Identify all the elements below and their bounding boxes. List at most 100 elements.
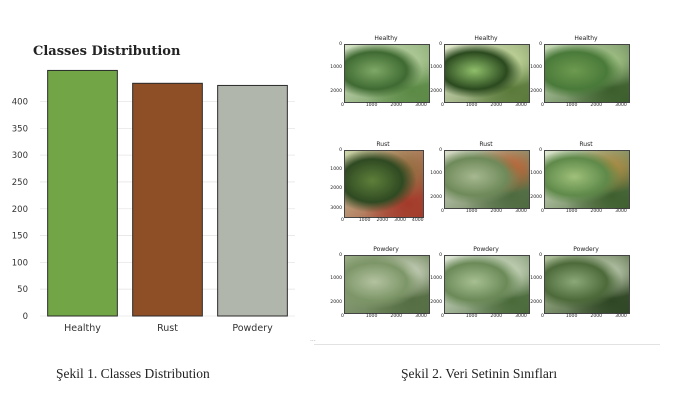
leaf-photo xyxy=(444,150,530,209)
panel-y-tick: 1000 xyxy=(330,65,342,71)
panel-x-tick: 0 xyxy=(441,314,444,319)
panel-x-tick: 0 xyxy=(541,103,544,108)
y-tick-label: 300 xyxy=(12,151,28,161)
panel-x-tick: 2000 xyxy=(376,218,389,223)
panel-y-tick: 0 xyxy=(339,252,342,258)
leaf-photo xyxy=(544,44,630,103)
panel-y-tick: 1000 xyxy=(330,276,342,282)
panel-x-tick: 0 xyxy=(341,103,344,108)
leaf-photo xyxy=(344,255,430,314)
panel-x-tick: 3000 xyxy=(515,103,527,108)
panel-y-tick: 1000 xyxy=(430,65,442,71)
panel-x-tick: 0 xyxy=(541,314,544,319)
image-panel-rust: Rust 0 1000 2000 0 1000 2000 3000 xyxy=(530,141,630,214)
leaf-photo xyxy=(344,150,424,218)
panel-x-tick: 3000 xyxy=(615,314,627,319)
panel-x-tick: 2000 xyxy=(490,314,503,319)
panel-x-tick: 2000 xyxy=(590,103,603,108)
y-tick-label: 350 xyxy=(12,124,28,134)
panel-x-tick: 0 xyxy=(441,103,444,108)
y-tick-label: 200 xyxy=(12,205,28,215)
panel-x-tick: 0 xyxy=(441,209,444,214)
panel-x-tick: 1000 xyxy=(365,314,378,319)
classes-distribution-chart: Classes Distribution 0 50 100 150 200 250 300 3… xyxy=(12,44,295,334)
ellipsis-mark: ... xyxy=(310,336,316,343)
image-panel-rust: Rust 0 1000 2000 0 1000 2000 3000 xyxy=(430,141,530,214)
y-tick-label: 150 xyxy=(12,232,28,242)
panel-x-tick: 2000 xyxy=(490,103,503,108)
leaf-photo xyxy=(344,44,430,103)
panel-x-tick: 3000 xyxy=(615,103,627,108)
x-category-label: Powdery xyxy=(232,323,273,334)
leaf-photo xyxy=(544,255,630,314)
panel-x-tick: 1000 xyxy=(465,103,478,108)
y-tick-label: 0 xyxy=(23,312,28,322)
y-tick-label: 400 xyxy=(12,98,28,108)
panel-title: Powdery xyxy=(373,246,399,253)
panel-y-tick: 1000 xyxy=(330,166,342,172)
bar-rust xyxy=(132,82,203,317)
panel-x-tick: 3000 xyxy=(615,209,627,214)
panel-title: Rust xyxy=(579,141,593,148)
panel-title: Rust xyxy=(376,141,390,148)
panel-title: Rust xyxy=(479,141,493,148)
panel-y-tick: 0 xyxy=(339,41,342,47)
panel-x-tick: 0 xyxy=(341,314,344,319)
panel-x-tick: 1000 xyxy=(465,314,478,319)
panel-y-tick: 2000 xyxy=(430,89,442,94)
panel-title: Powdery xyxy=(473,246,499,253)
panel-title: Powdery xyxy=(573,246,599,253)
separator-line xyxy=(314,344,660,345)
panel-x-tick: 0 xyxy=(341,218,344,223)
panel-x-tick: 1000 xyxy=(565,103,578,108)
image-panel-powdery: Powdery 0 1000 2000 0 1000 2000 3000 xyxy=(330,246,430,319)
image-panel-powdery: Powdery 0 1000 2000 0 1000 2000 3000 xyxy=(530,246,630,319)
panel-y-tick: 2000 xyxy=(330,89,342,94)
image-panel-rust: Rust 0 1000 2000 3000 0 1000 2000 3000 4000 xyxy=(330,141,424,223)
panel-x-tick: 2000 xyxy=(390,314,403,319)
panel-x-tick: 2000 xyxy=(590,209,603,214)
x-category-label: Healthy xyxy=(64,323,101,334)
panel-x-tick: 3000 xyxy=(415,103,427,108)
image-panel-healthy: Healthy 0 1000 2000 0 1000 2000 3000 xyxy=(430,35,530,108)
panel-y-tick: 0 xyxy=(539,147,542,153)
figure1-caption: Şekil 1. Classes Distribution xyxy=(56,366,210,381)
panel-y-tick: 1000 xyxy=(530,276,542,282)
panel-x-tick: 3000 xyxy=(415,314,427,319)
leaf-photo xyxy=(544,150,630,209)
panel-y-tick: 2000 xyxy=(330,300,342,305)
bars xyxy=(47,69,288,317)
bar-powdery xyxy=(217,84,288,317)
image-panel-healthy: Healthy 0 1000 2000 0 1000 2000 3000 xyxy=(530,35,630,108)
panel-x-tick: 1000 xyxy=(358,218,371,223)
panel-x-tick: 2000 xyxy=(490,209,503,214)
x-category-label: Rust xyxy=(157,323,178,334)
panel-y-tick: 2000 xyxy=(530,195,542,200)
panel-x-tick: 3000 xyxy=(515,314,527,319)
leaf-photo xyxy=(444,255,530,314)
panel-y-tick: 1000 xyxy=(530,65,542,71)
panel-y-tick: 0 xyxy=(439,41,442,47)
chart-title: Classes Distribution xyxy=(33,44,181,59)
panel-x-tick: 3000 xyxy=(515,209,527,214)
panel-y-tick: 1000 xyxy=(430,276,442,282)
panel-y-tick: 0 xyxy=(539,41,542,47)
image-panel-powdery: Powdery 0 1000 2000 0 1000 2000 3000 xyxy=(430,246,530,319)
panel-y-tick: 1000 xyxy=(430,171,442,177)
panel-y-tick: 1000 xyxy=(530,171,542,177)
panel-y-tick: 2000 xyxy=(430,195,442,200)
panel-x-tick: 1000 xyxy=(465,209,478,214)
leaf-photo xyxy=(444,44,530,103)
y-tick-label: 250 xyxy=(12,178,28,188)
panel-y-tick: 3000 xyxy=(330,205,342,211)
panel-x-tick: 4000 xyxy=(411,218,424,223)
panel-y-tick: 0 xyxy=(539,252,542,258)
panel-title: Healthy xyxy=(574,35,598,42)
panel-x-tick: 1000 xyxy=(365,103,378,108)
panel-y-tick: 0 xyxy=(439,147,442,153)
panel-x-tick: 3000 xyxy=(394,218,406,223)
y-tick-label: 50 xyxy=(17,285,28,295)
y-tick-label: 100 xyxy=(12,258,28,268)
image-panel-healthy: Healthy 0 1000 2000 0 1000 2000 3000 xyxy=(330,35,430,108)
panel-x-tick: 0 xyxy=(541,209,544,214)
